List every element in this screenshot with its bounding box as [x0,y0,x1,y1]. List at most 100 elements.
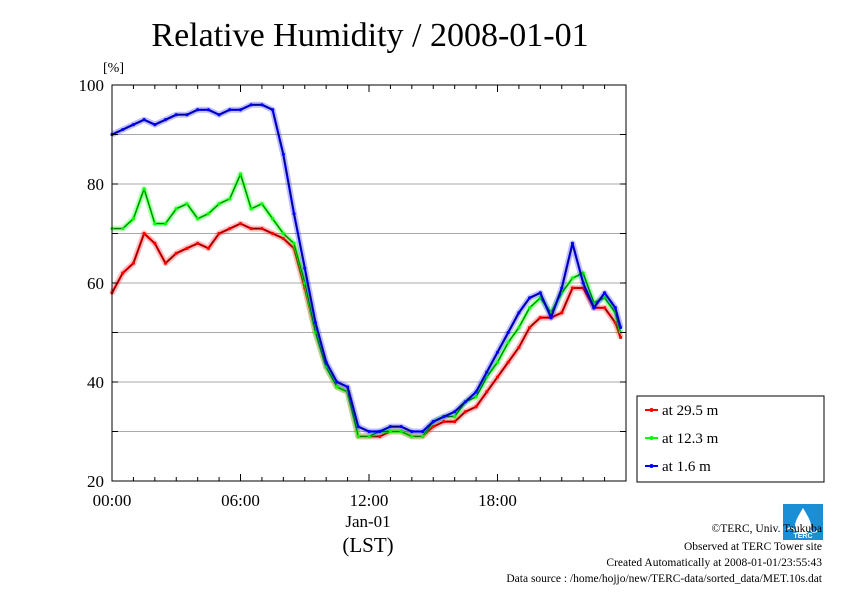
data-point [303,266,307,270]
legend-label: at 29.5 m [662,403,719,419]
data-point [238,108,243,112]
data-point [271,217,275,221]
data-point [495,360,500,364]
data-point [592,306,596,310]
series-layer [109,101,624,440]
data-point [560,311,564,315]
legend-marker [649,408,654,412]
data-point [121,226,125,231]
footer-copyright: ©TERC, Univ. Tsukuba [712,523,822,535]
data-point [485,390,489,394]
data-point [570,276,575,280]
x-tick-label: 12:00 [350,491,389,510]
data-point [121,127,125,132]
data-point [174,207,178,211]
data-point [474,395,478,399]
data-point [581,271,585,275]
legend-box [636,395,825,483]
data-point [324,360,328,364]
data-point [581,281,585,285]
data-point [538,316,542,320]
data-point [399,424,403,429]
data-point [217,113,221,117]
data-point [217,231,221,236]
data-point [602,291,607,295]
data-point [420,434,425,439]
data-point [206,108,210,112]
data-point [131,217,136,221]
data-point [313,330,318,335]
data-point [517,345,521,349]
data-point [260,226,264,231]
data-point [528,296,532,300]
data-point [163,118,168,122]
data-point [281,231,285,236]
data-point [453,415,457,419]
legend: at 29.5 m at 12.3 m at 1.6 m [636,395,825,483]
y-tick-label: 20 [87,472,104,491]
chart-title: Relative Humidity / 2008-01-01 [151,17,588,54]
data-point [196,241,200,245]
data-point [602,296,607,300]
data-point [206,212,210,216]
data-point [463,410,467,414]
data-point [420,429,425,434]
data-point [602,306,607,310]
data-point [474,405,478,409]
data-point [356,434,360,439]
data-point [313,321,318,325]
data-point [153,241,157,245]
x-tick-label: 00:00 [93,491,132,510]
data-point [271,108,275,112]
legend-label: at 1.6 m [662,459,711,475]
data-point [560,286,564,290]
data-point [196,217,200,221]
data-point [613,306,617,310]
legend-label: at 12.3 m [662,431,719,447]
data-point [517,311,521,315]
data-point [613,321,617,325]
data-point [249,207,253,211]
data-point [453,420,457,424]
data-point [538,291,542,295]
data-point [485,370,489,374]
footer-created: Created Automatically at 2008-01-01/23:5… [606,557,822,569]
data-point [506,330,510,335]
grid [112,134,626,432]
data-point [281,152,285,156]
data-point [506,340,510,344]
x-axis: 00:00 06:00 12:00 18:00 [93,85,627,510]
data-point [217,202,221,206]
series-line [111,222,622,438]
data-point [228,108,232,112]
data-point [163,222,168,226]
data-point [410,429,414,434]
data-point [431,420,435,424]
data-point [131,261,136,265]
logo-text: TERC [793,533,812,540]
data-point [463,400,467,404]
x-axis-label: (LST) [342,533,393,557]
footer-source: Data source : /home/hojjo/new/TERC-data/… [506,573,822,585]
data-point [388,429,393,434]
data-point [185,246,189,250]
data-point [260,202,264,206]
y-tick-label: 100 [79,76,105,95]
x-tick-label: 18:00 [478,491,517,510]
data-point [163,261,168,265]
data-point [292,212,296,216]
data-point [238,222,243,226]
data-point [619,325,623,330]
data-point [388,424,393,429]
data-point [570,286,575,290]
y-tick-label: 60 [87,274,104,293]
data-point [228,197,232,201]
data-point [174,251,178,255]
wave-icon [785,527,819,533]
data-point [335,380,339,384]
data-point [367,429,371,434]
data-point [206,246,210,250]
legend-marker [649,464,654,468]
data-point [442,415,446,419]
